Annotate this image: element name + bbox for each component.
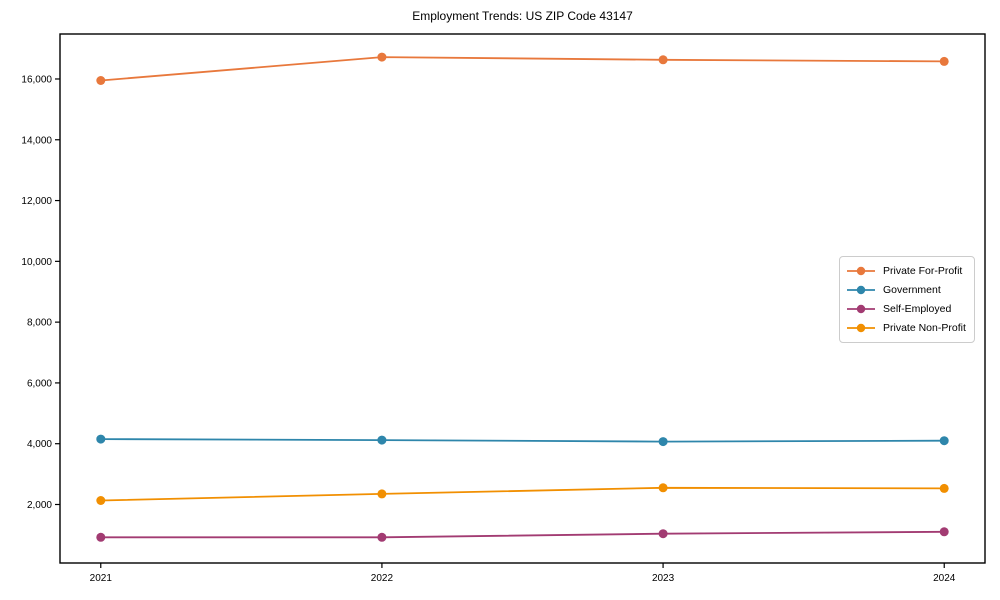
data-point-private-for-profit — [939, 56, 949, 66]
x-tick-label: 2024 — [933, 573, 956, 584]
legend-item: Private Non-Profit — [846, 319, 968, 337]
series-line-private-non-profit — [100, 486, 945, 502]
series-line-government — [100, 438, 945, 443]
legend-label: Self-Employed — [883, 303, 952, 316]
data-point-private-non-profit — [658, 483, 668, 493]
y-tick-label: 16,000 — [21, 74, 52, 85]
legend-label: Government — [883, 283, 941, 296]
y-tick-label: 6,000 — [27, 378, 52, 389]
plot-border — [59, 33, 986, 564]
data-point-self-employed — [377, 532, 387, 542]
x-tick-label: 2023 — [652, 573, 675, 584]
data-point-private-non-profit — [377, 489, 387, 499]
y-tick-label: 8,000 — [27, 318, 52, 329]
series-line-self-employed — [100, 530, 945, 539]
data-point-government — [377, 435, 387, 445]
chart-title: Employment Trends: US ZIP Code 43147 — [412, 9, 633, 23]
legend-label: Private Non-Profit — [883, 322, 966, 335]
data-point-private-non-profit — [939, 483, 949, 493]
legend: Private For-Profit Government Self-Emplo… — [839, 256, 975, 343]
data-point-private-for-profit — [377, 52, 387, 62]
data-point-private-for-profit — [658, 55, 668, 65]
legend-item: Private For-Profit — [846, 262, 968, 280]
legend-label: Private For-Profit — [883, 264, 963, 277]
data-point-private-for-profit — [96, 76, 106, 85]
x-tick-label: 2022 — [371, 573, 394, 584]
y-tick-label: 14,000 — [21, 135, 52, 146]
data-point-self-employed — [96, 532, 106, 542]
data-point-government — [658, 437, 668, 447]
legend-marker-icon — [847, 304, 875, 314]
y-tick-label: 10,000 — [21, 257, 52, 268]
legend-item: Self-Employed — [846, 300, 968, 318]
y-tick-label: 12,000 — [21, 196, 52, 207]
legend-marker-icon — [847, 266, 875, 275]
y-tick-label: 2,000 — [27, 500, 52, 511]
data-point-self-employed — [939, 527, 949, 537]
x-tick-label: 2021 — [90, 573, 113, 584]
data-point-government — [939, 436, 949, 446]
legend-marker-icon — [847, 285, 875, 295]
legend-marker-icon — [847, 324, 875, 333]
data-point-private-non-profit — [96, 496, 106, 505]
data-point-self-employed — [658, 529, 668, 539]
series-line-private-for-profit — [100, 56, 945, 82]
data-point-government — [96, 434, 106, 444]
y-tick-label: 4,000 — [27, 439, 52, 450]
legend-item: Government — [846, 281, 968, 299]
